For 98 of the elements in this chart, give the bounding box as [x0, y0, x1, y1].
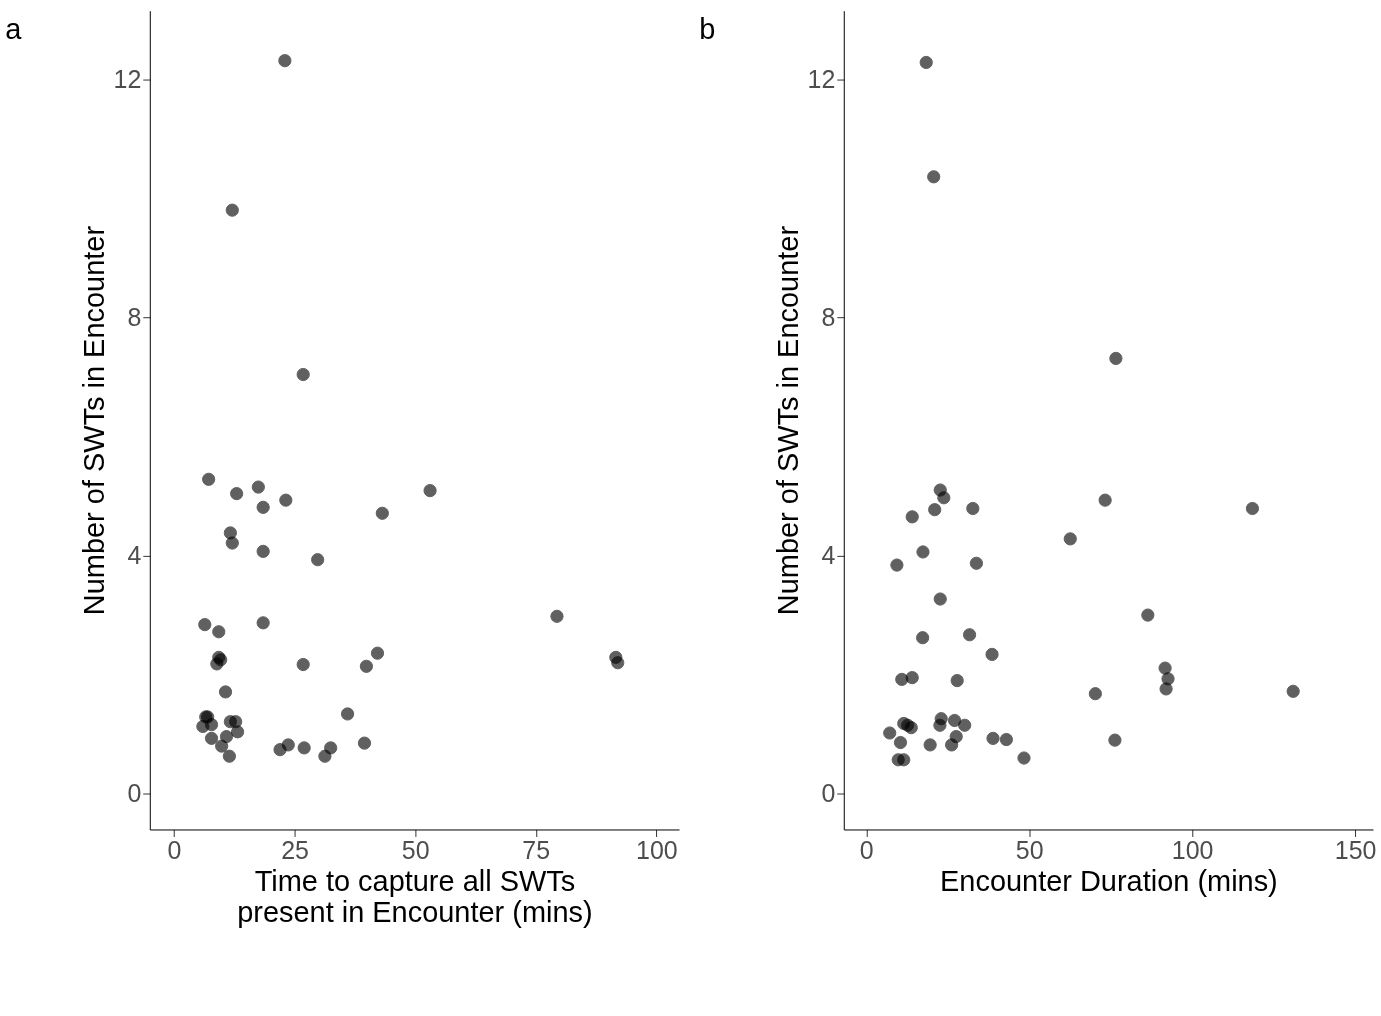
point [923, 738, 937, 752]
point [945, 738, 959, 752]
x-tick-label: 100 [1171, 835, 1214, 864]
point [550, 609, 564, 623]
y-tick-label: 12 [807, 64, 836, 93]
point [1109, 351, 1123, 366]
point [905, 671, 919, 685]
point [916, 631, 930, 645]
point [210, 657, 224, 671]
point [423, 484, 437, 498]
point [219, 729, 234, 744]
point [927, 170, 941, 184]
x-tick-label: 150 [1334, 835, 1377, 864]
y-tick-label: 0 [127, 779, 142, 808]
point [999, 732, 1014, 747]
y-tick-label: 8 [127, 302, 142, 331]
point [947, 713, 962, 728]
point [1286, 684, 1300, 698]
point [950, 674, 964, 688]
point [223, 526, 237, 540]
point [883, 726, 897, 740]
point [1108, 733, 1122, 747]
point [890, 558, 904, 572]
point [375, 506, 389, 520]
point [370, 646, 385, 660]
point [225, 203, 239, 217]
point [230, 487, 244, 501]
point [905, 510, 919, 524]
point [340, 707, 355, 721]
point [281, 738, 295, 752]
point [212, 625, 226, 639]
point [1158, 661, 1172, 675]
point [1161, 672, 1175, 686]
point [256, 500, 270, 514]
point [198, 618, 212, 632]
point [296, 657, 310, 672]
point [1159, 682, 1173, 696]
x-tick-label: 25 [281, 835, 309, 864]
point [928, 503, 942, 517]
point [318, 749, 332, 763]
x-tick-label: 100 [636, 835, 678, 864]
point [966, 501, 980, 516]
point [256, 616, 270, 630]
point [933, 718, 947, 732]
point [278, 54, 292, 68]
point [1088, 687, 1102, 701]
point [225, 536, 239, 550]
y-axis-title: Number of SWTs in Encounter [77, 225, 110, 616]
y-tick-label: 8 [821, 302, 836, 331]
point [215, 739, 229, 753]
point [311, 553, 325, 567]
point [324, 741, 338, 755]
chart-title: a [5, 12, 23, 45]
x-axis-title: Encounter Duration (mins) [940, 864, 1278, 897]
x-tick-label: 75 [522, 835, 551, 864]
y-axis-title: Number of SWTs in Encounter [771, 225, 804, 616]
x-tick-label: 50 [401, 835, 430, 864]
x-axis-title: Time to capture all SWTs present in Encounter (mins) [237, 864, 593, 928]
point [218, 685, 233, 699]
point [204, 731, 219, 745]
point [357, 736, 372, 750]
x-tick-label: 0 [859, 835, 874, 864]
x-tick-label: 0 [167, 835, 182, 864]
y-tick-label: 0 [821, 779, 836, 808]
point [1245, 501, 1260, 516]
y-tick-label: 4 [821, 541, 836, 570]
y-tick-label: 4 [127, 541, 142, 570]
point [958, 718, 972, 732]
point [969, 556, 984, 570]
point [279, 493, 293, 507]
point [1017, 751, 1031, 765]
point [230, 725, 245, 739]
point [919, 55, 933, 70]
point [1141, 608, 1155, 622]
point [1063, 532, 1077, 546]
point [897, 753, 911, 767]
point [202, 472, 216, 486]
point [256, 544, 270, 558]
point [297, 741, 311, 755]
point [296, 367, 310, 382]
point [933, 592, 947, 606]
point [204, 718, 219, 732]
point [611, 656, 625, 670]
point [985, 647, 999, 661]
point [222, 749, 236, 763]
point [1098, 493, 1112, 507]
point [986, 731, 1000, 745]
chart-title: b [699, 12, 716, 45]
y-tick-label: 12 [113, 64, 142, 93]
point [359, 659, 374, 673]
point [895, 672, 909, 687]
x-tick-label: 50 [1015, 835, 1044, 864]
point [962, 628, 977, 642]
point [937, 491, 951, 505]
point [251, 480, 265, 494]
point [893, 735, 908, 750]
point [229, 715, 243, 729]
point [916, 545, 930, 559]
